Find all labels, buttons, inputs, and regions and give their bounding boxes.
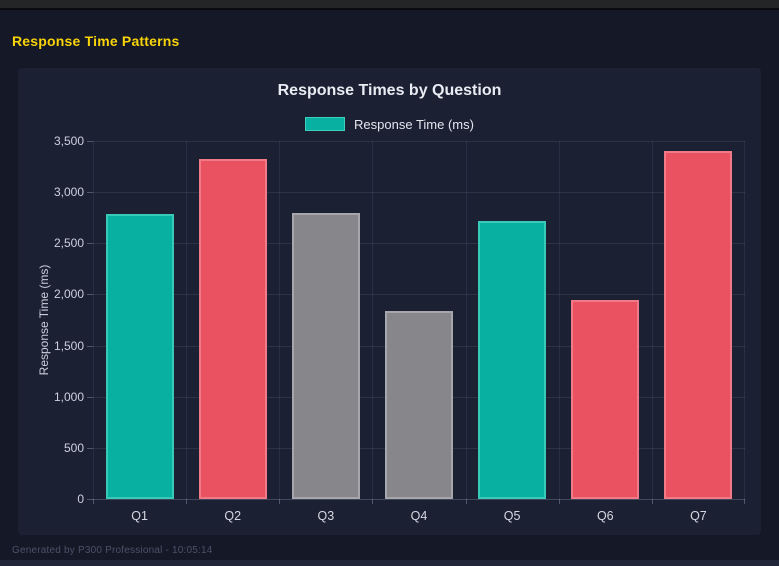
y-tick-label: 0 [77, 492, 84, 506]
y-tick-mark [87, 447, 93, 449]
y-tick-mark [87, 345, 93, 347]
y-tick-label: 3,000 [53, 185, 84, 200]
x-tick-label: Q1 [131, 509, 148, 523]
y-tick-mark [87, 396, 93, 398]
x-tick-mark [186, 499, 187, 504]
footer-status: Generated by P300 Professional - 10:05:1… [12, 545, 213, 556]
x-tick-mark [279, 499, 280, 504]
legend-swatch [305, 117, 346, 131]
gridline-horizontal [93, 141, 745, 142]
bar-q1[interactable] [105, 213, 174, 499]
x-tick-mark [466, 499, 467, 504]
chart-legend-item[interactable]: Response Time (ms) [18, 115, 761, 133]
window-bottom-strip [0, 560, 779, 566]
gridline-horizontal [93, 294, 745, 296]
plot-area [93, 141, 745, 500]
gridline-vertical [559, 141, 560, 499]
legend-label: Response Time (ms) [354, 116, 474, 132]
window-top-strip [0, 0, 779, 10]
bar-q2[interactable] [198, 159, 267, 499]
bar-q5[interactable] [478, 220, 547, 499]
y-tick-mark [87, 499, 93, 500]
gridline-vertical [466, 141, 467, 499]
bar-q3[interactable] [291, 212, 360, 499]
gridline-vertical [93, 141, 94, 499]
gridline-vertical [372, 141, 373, 499]
y-tick-label: 2,500 [53, 236, 84, 251]
y-tick-label: 1,000 [53, 389, 84, 404]
x-tick-label: Q6 [596, 509, 614, 523]
y-tick-label: 500 [63, 440, 84, 455]
x-tick-label: Q3 [317, 509, 335, 523]
bar-q7[interactable] [664, 151, 733, 499]
x-tick-mark [93, 499, 94, 504]
chart-title: Response Times by Question [277, 82, 502, 99]
y-tick-mark [87, 141, 93, 142]
y-tick-label: 2,000 [53, 287, 84, 302]
gridline-horizontal [93, 243, 745, 245]
x-tick-label: Q4 [410, 509, 428, 523]
gridline-horizontal [93, 499, 745, 500]
x-tick-label: Q5 [503, 509, 521, 523]
y-tick-mark [87, 192, 93, 194]
y-tick-label: 3,500 [53, 134, 84, 148]
x-tick-label: Q7 [690, 509, 707, 523]
x-tick-label: Q2 [224, 509, 242, 523]
y-tick-label: 1,500 [53, 338, 84, 353]
gridline-horizontal [93, 192, 745, 194]
gridline-vertical [186, 141, 187, 499]
gridline-vertical [279, 141, 280, 499]
bar-q6[interactable] [571, 299, 640, 499]
x-tick-mark [372, 499, 373, 504]
bar-q4[interactable] [385, 310, 453, 499]
y-tick-mark [87, 243, 93, 245]
x-tick-mark [652, 499, 653, 504]
x-tick-mark [559, 499, 560, 504]
gridline-vertical [744, 141, 745, 499]
gridline-vertical [652, 141, 653, 499]
x-tick-mark [744, 499, 745, 504]
page-title: Response Time Patterns [12, 33, 180, 49]
y-tick-mark [87, 294, 93, 296]
y-axis-title: Response Time (ms) [37, 264, 51, 376]
